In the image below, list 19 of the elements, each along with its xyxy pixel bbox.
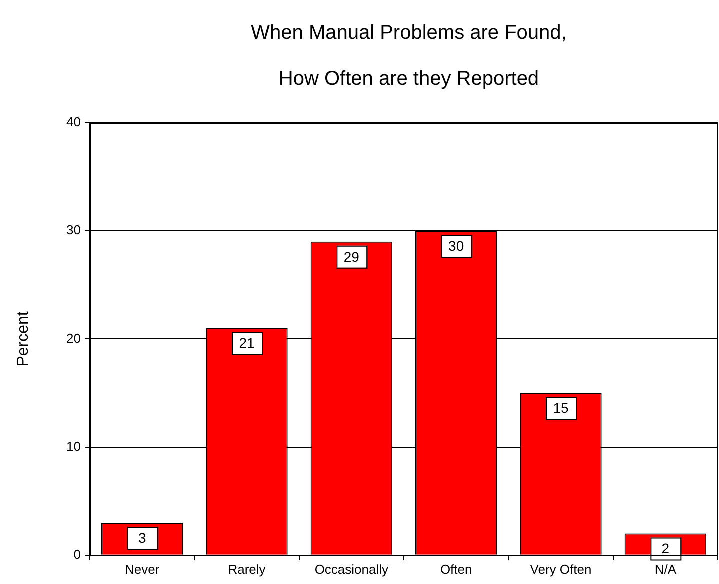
- x-tick-label: Often: [440, 562, 472, 577]
- data-label: 29: [344, 248, 360, 265]
- data-label: 15: [553, 400, 569, 416]
- data-label: 21: [239, 335, 255, 352]
- x-tick-label: Never: [124, 562, 160, 577]
- y-axis-title: Percent: [15, 311, 32, 367]
- y-tick-label: 30: [66, 222, 81, 238]
- x-tick-label: N/A: [654, 562, 677, 577]
- chart-title: When Manual Problems are Found, How Often are they Reported: [251, 22, 567, 90]
- x-tick-label: Very Often: [530, 562, 592, 577]
- data-label: 3: [138, 530, 146, 546]
- data-label: 2: [662, 540, 670, 557]
- y-tick-label: 0: [74, 546, 81, 562]
- y-tick-label: 10: [66, 438, 81, 454]
- y-tick-label: 40: [66, 114, 81, 130]
- x-tick-label: Occasionally: [314, 562, 390, 577]
- x-tick-label: Rarely: [228, 562, 266, 577]
- y-tick-label: 20: [66, 330, 81, 346]
- data-label: 30: [448, 238, 464, 254]
